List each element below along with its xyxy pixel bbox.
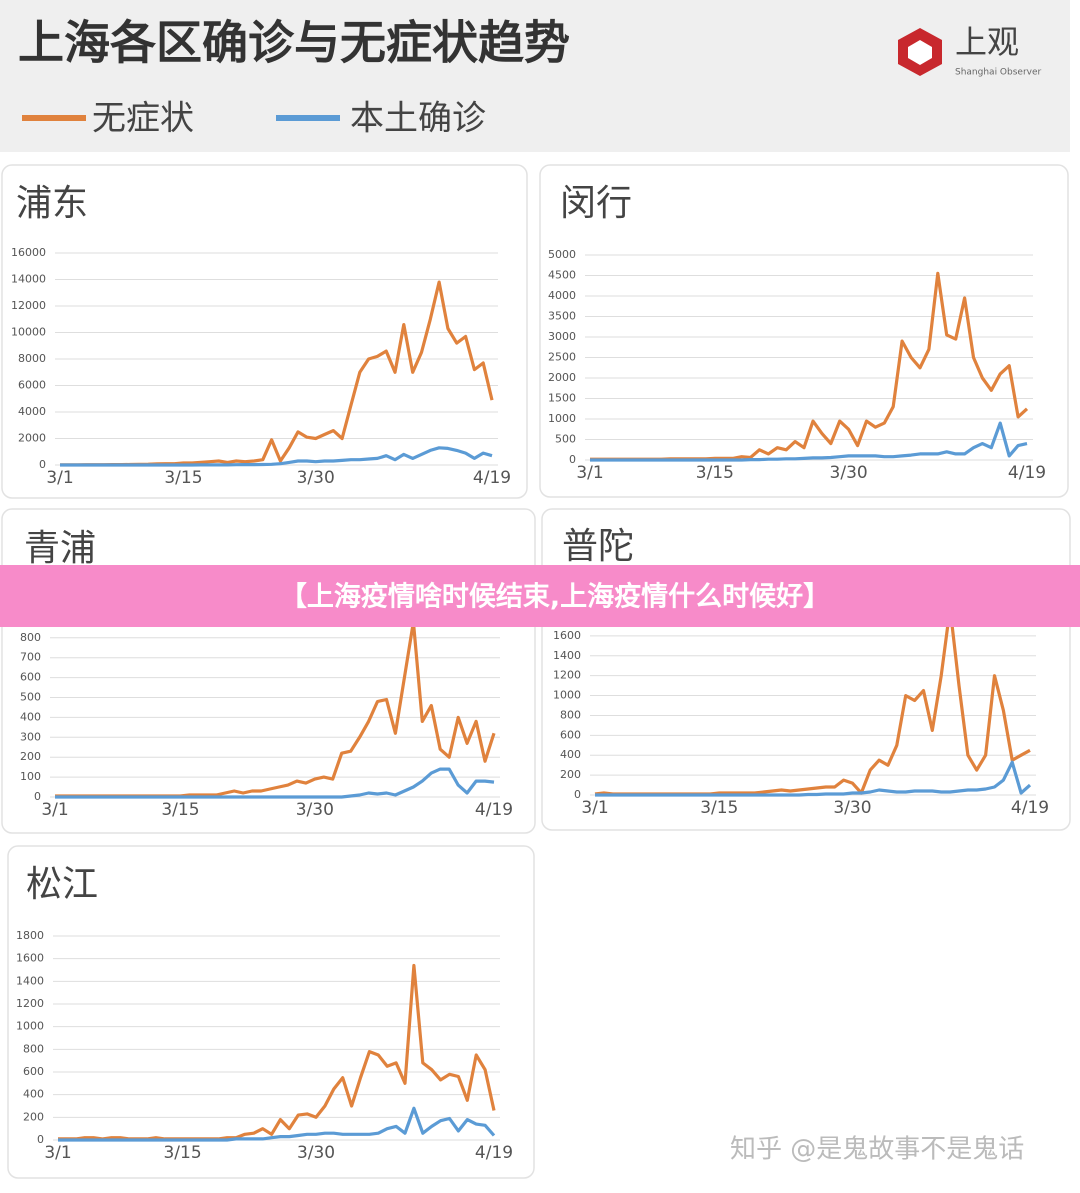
y-tick-label: 200 <box>23 1110 44 1123</box>
y-tick-label: 800 <box>560 708 581 721</box>
y-tick-label: 1400 <box>16 974 44 987</box>
y-tick-label: 500 <box>555 433 576 446</box>
y-tick-label: 1600 <box>16 952 44 965</box>
panel <box>1 164 528 499</box>
y-tick-label: 500 <box>20 691 41 704</box>
y-tick-label: 2000 <box>18 432 46 445</box>
y-tick-label: 600 <box>23 1065 44 1078</box>
y-tick-label: 1200 <box>16 997 44 1010</box>
y-tick-label: 0 <box>569 453 576 466</box>
y-tick-label: 400 <box>20 710 41 723</box>
y-tick-label: 400 <box>23 1088 44 1101</box>
x-tick-label: 3/30 <box>833 798 871 818</box>
series-line <box>58 1106 496 1142</box>
y-tick-label: 3500 <box>548 310 576 323</box>
y-tick-label: 1000 <box>553 689 581 702</box>
y-tick-label: 600 <box>20 671 41 684</box>
x-tick-label: 3/30 <box>830 463 868 483</box>
x-tick-label: 3/30 <box>297 468 335 488</box>
y-tick-label: 600 <box>560 728 581 741</box>
y-tick-label: 0 <box>34 790 41 803</box>
y-tick-label: 4000 <box>548 289 576 302</box>
x-tick-label: 4/19 <box>475 800 513 820</box>
header-title: 上海各区确诊与无症状趋势 <box>18 16 570 70</box>
x-tick-label: 3/15 <box>696 463 734 483</box>
logo-text: 上观 <box>955 23 1019 61</box>
chart-title: 青浦 <box>24 528 96 569</box>
y-tick-label: 2500 <box>548 351 576 364</box>
x-tick-label: 3/15 <box>164 468 202 488</box>
x-tick-label: 3/1 <box>576 463 603 483</box>
y-tick-label: 1200 <box>553 669 581 682</box>
legend-label: 本土确诊 <box>350 99 486 139</box>
x-tick-label: 3/15 <box>700 798 738 818</box>
y-tick-label: 1400 <box>553 649 581 662</box>
y-tick-label: 4500 <box>548 269 576 282</box>
x-tick-label: 3/1 <box>41 800 68 820</box>
x-tick-label: 4/19 <box>1008 463 1046 483</box>
logo-icon <box>908 40 932 65</box>
x-tick-label: 3/30 <box>296 800 334 820</box>
y-tick-label: 6000 <box>18 379 46 392</box>
y-tick-label: 4000 <box>18 405 46 418</box>
y-tick-label: 0 <box>37 1133 44 1146</box>
chart-title: 普陀 <box>562 526 634 567</box>
x-tick-label: 3/15 <box>163 1143 201 1163</box>
y-tick-label: 700 <box>20 651 41 664</box>
y-tick-label: 400 <box>560 748 581 761</box>
y-tick-label: 800 <box>20 631 41 644</box>
y-tick-label: 1600 <box>553 629 581 642</box>
series-line <box>595 760 1032 797</box>
y-tick-label: 12000 <box>11 299 46 312</box>
header-bg <box>0 0 1070 152</box>
y-tick-label: 200 <box>20 750 41 763</box>
x-tick-label: 3/1 <box>44 1143 71 1163</box>
y-tick-label: 3000 <box>548 330 576 343</box>
x-tick-label: 4/19 <box>1011 798 1049 818</box>
chart-title: 松江 <box>26 864 98 905</box>
banner-bg <box>0 565 1080 627</box>
legend-label: 无症状 <box>92 99 194 139</box>
y-tick-label: 1000 <box>16 1020 44 1033</box>
x-tick-label: 4/19 <box>475 1143 513 1163</box>
panel <box>539 164 1069 498</box>
y-tick-label: 1500 <box>548 392 576 405</box>
y-tick-label: 100 <box>20 770 41 783</box>
y-tick-label: 1800 <box>16 929 44 942</box>
x-tick-label: 3/1 <box>581 798 608 818</box>
y-tick-label: 14000 <box>11 273 46 286</box>
y-tick-label: 300 <box>20 730 41 743</box>
x-tick-label: 4/19 <box>473 468 511 488</box>
y-tick-label: 800 <box>23 1042 44 1055</box>
series-line <box>55 767 495 799</box>
logo-subtext: Shanghai Observer <box>955 68 1042 78</box>
x-tick-label: 3/15 <box>161 800 199 820</box>
series-line <box>590 421 1028 462</box>
y-tick-label: 0 <box>574 788 581 801</box>
y-tick-label: 200 <box>560 768 581 781</box>
y-tick-label: 2000 <box>548 371 576 384</box>
x-tick-label: 3/30 <box>297 1143 335 1163</box>
chart-title: 闵行 <box>560 183 632 224</box>
y-tick-label: 1000 <box>548 412 576 425</box>
y-tick-label: 8000 <box>18 352 46 365</box>
watermark: 知乎 @是鬼故事不是鬼话 <box>730 1135 1024 1165</box>
x-tick-label: 3/1 <box>46 468 73 488</box>
y-tick-label: 0 <box>39 458 46 471</box>
y-tick-label: 5000 <box>548 248 576 261</box>
banner-text: 【上海疫情啥时候结束,上海疫情什么时候好】 <box>280 581 830 613</box>
series-line <box>60 446 493 467</box>
charts: 浦东02000400060008000100001200014000160003… <box>1 164 1071 1179</box>
y-tick-label: 16000 <box>11 246 46 259</box>
y-tick-label: 10000 <box>11 326 46 339</box>
chart-title: 浦东 <box>16 183 88 224</box>
